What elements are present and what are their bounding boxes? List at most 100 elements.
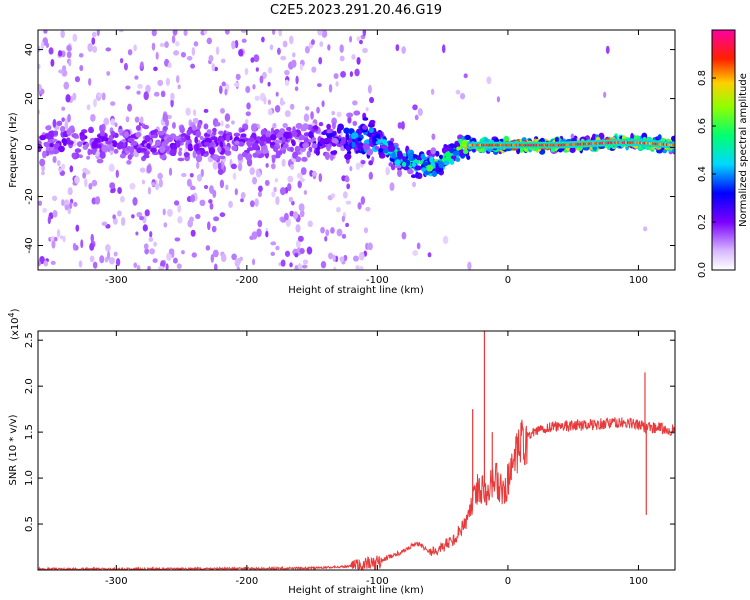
spectrogram-cell (256, 228, 262, 238)
spectrogram-cell (235, 73, 241, 81)
spectrogram-cell (74, 176, 80, 184)
spectrogram-cell (385, 166, 390, 176)
spectrogram-cell (318, 56, 323, 65)
spectrogram-cell (101, 144, 109, 153)
spectrogram-cell (311, 143, 318, 149)
spectrogram-cell (313, 125, 319, 130)
spectrogram-cell (208, 146, 216, 155)
spectrogram-cell (657, 134, 662, 140)
spectrogram-cell (208, 54, 214, 62)
spectrogram-cell (301, 156, 308, 162)
spectrogram-y-tick-label: -40 (24, 237, 35, 253)
spectrogram-cell (115, 258, 121, 267)
spectrogram-cell (51, 195, 58, 202)
spectrogram-cell (280, 259, 286, 267)
spectrogram-cell (281, 136, 286, 143)
spectrogram-cell (656, 148, 663, 154)
spectrogram-cell (316, 83, 322, 88)
spectrogram-cell (175, 75, 180, 84)
spectrogram-cell (429, 156, 434, 163)
spectrogram-cell (97, 92, 103, 97)
spectrogram-cell (196, 151, 201, 155)
spectrogram-y-tick-label: -20 (24, 188, 35, 204)
spectrogram-cell (228, 131, 233, 137)
spectrogram-cell (195, 130, 202, 138)
spectrogram-cell (220, 120, 224, 127)
spectrogram-cell (117, 210, 122, 217)
spectrogram-cell (351, 132, 359, 139)
spectrogram-cell (265, 163, 269, 168)
spectrogram-cell (101, 221, 108, 227)
spectrogram-cell (110, 118, 116, 126)
spectrogram-cell (58, 167, 63, 173)
spectrogram-cell (88, 182, 93, 190)
spectrogram-cell (167, 208, 173, 217)
spectrogram-cell (346, 183, 351, 190)
snr-line (38, 417, 675, 570)
spectrogram-cell (282, 143, 289, 148)
colorbar-tick-label: 0.4 (697, 166, 708, 182)
spectrogram-cell (105, 244, 111, 252)
spectrogram-cell (150, 147, 157, 153)
spectrogram-cell (90, 114, 96, 122)
spectrogram-cell (146, 164, 152, 174)
spectrogram-cell (131, 214, 135, 219)
spectrogram-cell (52, 210, 58, 218)
spectrogram-cell (284, 250, 291, 257)
snr-x-tick-label: 0 (505, 576, 511, 587)
snr-x-tick-label: -300 (105, 576, 128, 587)
spectrogram-cell (135, 125, 141, 131)
spectrogram-cell (47, 215, 51, 225)
spectrogram-cell (92, 45, 98, 53)
spectrogram-cell (262, 149, 269, 154)
spectrogram-cell (171, 122, 176, 129)
scale-note-exponent: 4 (7, 312, 16, 317)
spectrogram-cell (332, 254, 336, 262)
spectrogram-cell (170, 92, 175, 101)
spectrogram-cell (270, 251, 276, 257)
spectrogram-cell (295, 75, 299, 85)
spectrogram-x-tick-label: -200 (236, 275, 259, 286)
spectrogram-cell (394, 159, 401, 166)
spectrogram-cell (61, 65, 67, 72)
spectrogram-cell (90, 233, 94, 243)
spectrogram-cell (455, 157, 461, 162)
spectrogram-cell (267, 108, 273, 116)
spectrogram-cell (319, 41, 324, 47)
spectrogram-cell (438, 154, 444, 160)
spectrogram-cell (178, 147, 183, 152)
spectrogram-cell (79, 154, 83, 159)
spectrogram-cell (299, 63, 304, 71)
spectrogram-cell (72, 139, 77, 147)
spectrogram-cell (333, 139, 339, 144)
spectrogram-cell (341, 233, 347, 239)
snr-y-tick-label: 2.0 (24, 378, 35, 394)
spectrogram-cell (463, 73, 468, 79)
spectrogram-cell (199, 136, 204, 141)
spectrogram-cell (193, 41, 199, 47)
spectrogram-cell (362, 47, 368, 54)
spectrogram-cell (286, 183, 292, 192)
spectrogram-cell (368, 171, 373, 180)
spectrogram-cell (203, 30, 208, 35)
spectrogram-cell (109, 182, 116, 189)
spectrogram-cell (106, 71, 111, 76)
spectrogram-cell (315, 148, 320, 156)
spectrogram-cell (374, 146, 380, 150)
spectrogram-cell (197, 121, 202, 130)
spectrogram-cell (91, 179, 98, 187)
figure-title: C2E5.2023.291.20.46.G19 (270, 3, 442, 18)
spectrogram-cell (252, 176, 258, 185)
spectrogram-cell (360, 196, 366, 205)
spectrogram-cell (188, 138, 192, 145)
spectrogram-cell (92, 148, 96, 156)
spectrogram-cell (414, 165, 422, 171)
spectrogram-cell (189, 216, 194, 223)
spectrogram-cell (307, 220, 313, 228)
spectrogram-cell (362, 30, 367, 37)
spectrogram-cell (352, 120, 358, 126)
spectrogram-cell (251, 231, 258, 240)
spectrogram-cell (116, 142, 123, 150)
spectrogram-cell (97, 143, 102, 149)
spectrogram-cell (143, 151, 150, 156)
